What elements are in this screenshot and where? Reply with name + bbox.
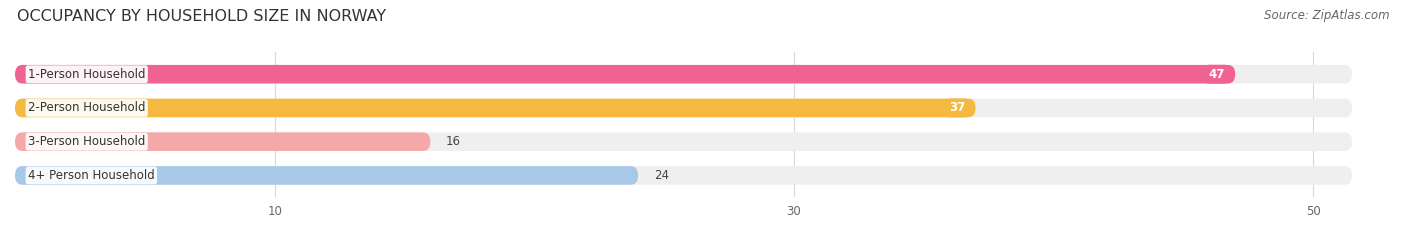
Text: Source: ZipAtlas.com: Source: ZipAtlas.com bbox=[1264, 9, 1389, 22]
Text: 37: 37 bbox=[949, 101, 965, 114]
Text: 3-Person Household: 3-Person Household bbox=[28, 135, 145, 148]
Text: 2-Person Household: 2-Person Household bbox=[28, 101, 145, 114]
FancyBboxPatch shape bbox=[15, 99, 1353, 117]
FancyBboxPatch shape bbox=[15, 166, 638, 185]
Text: 24: 24 bbox=[654, 169, 669, 182]
FancyBboxPatch shape bbox=[15, 132, 430, 151]
FancyBboxPatch shape bbox=[15, 65, 1236, 83]
Text: OCCUPANCY BY HOUSEHOLD SIZE IN NORWAY: OCCUPANCY BY HOUSEHOLD SIZE IN NORWAY bbox=[17, 9, 387, 24]
Text: 47: 47 bbox=[1209, 68, 1225, 81]
FancyBboxPatch shape bbox=[15, 99, 976, 117]
FancyBboxPatch shape bbox=[15, 132, 1353, 151]
Text: 1-Person Household: 1-Person Household bbox=[28, 68, 145, 81]
Text: 16: 16 bbox=[446, 135, 461, 148]
FancyBboxPatch shape bbox=[15, 166, 1353, 185]
FancyBboxPatch shape bbox=[15, 65, 1353, 83]
Text: 4+ Person Household: 4+ Person Household bbox=[28, 169, 155, 182]
